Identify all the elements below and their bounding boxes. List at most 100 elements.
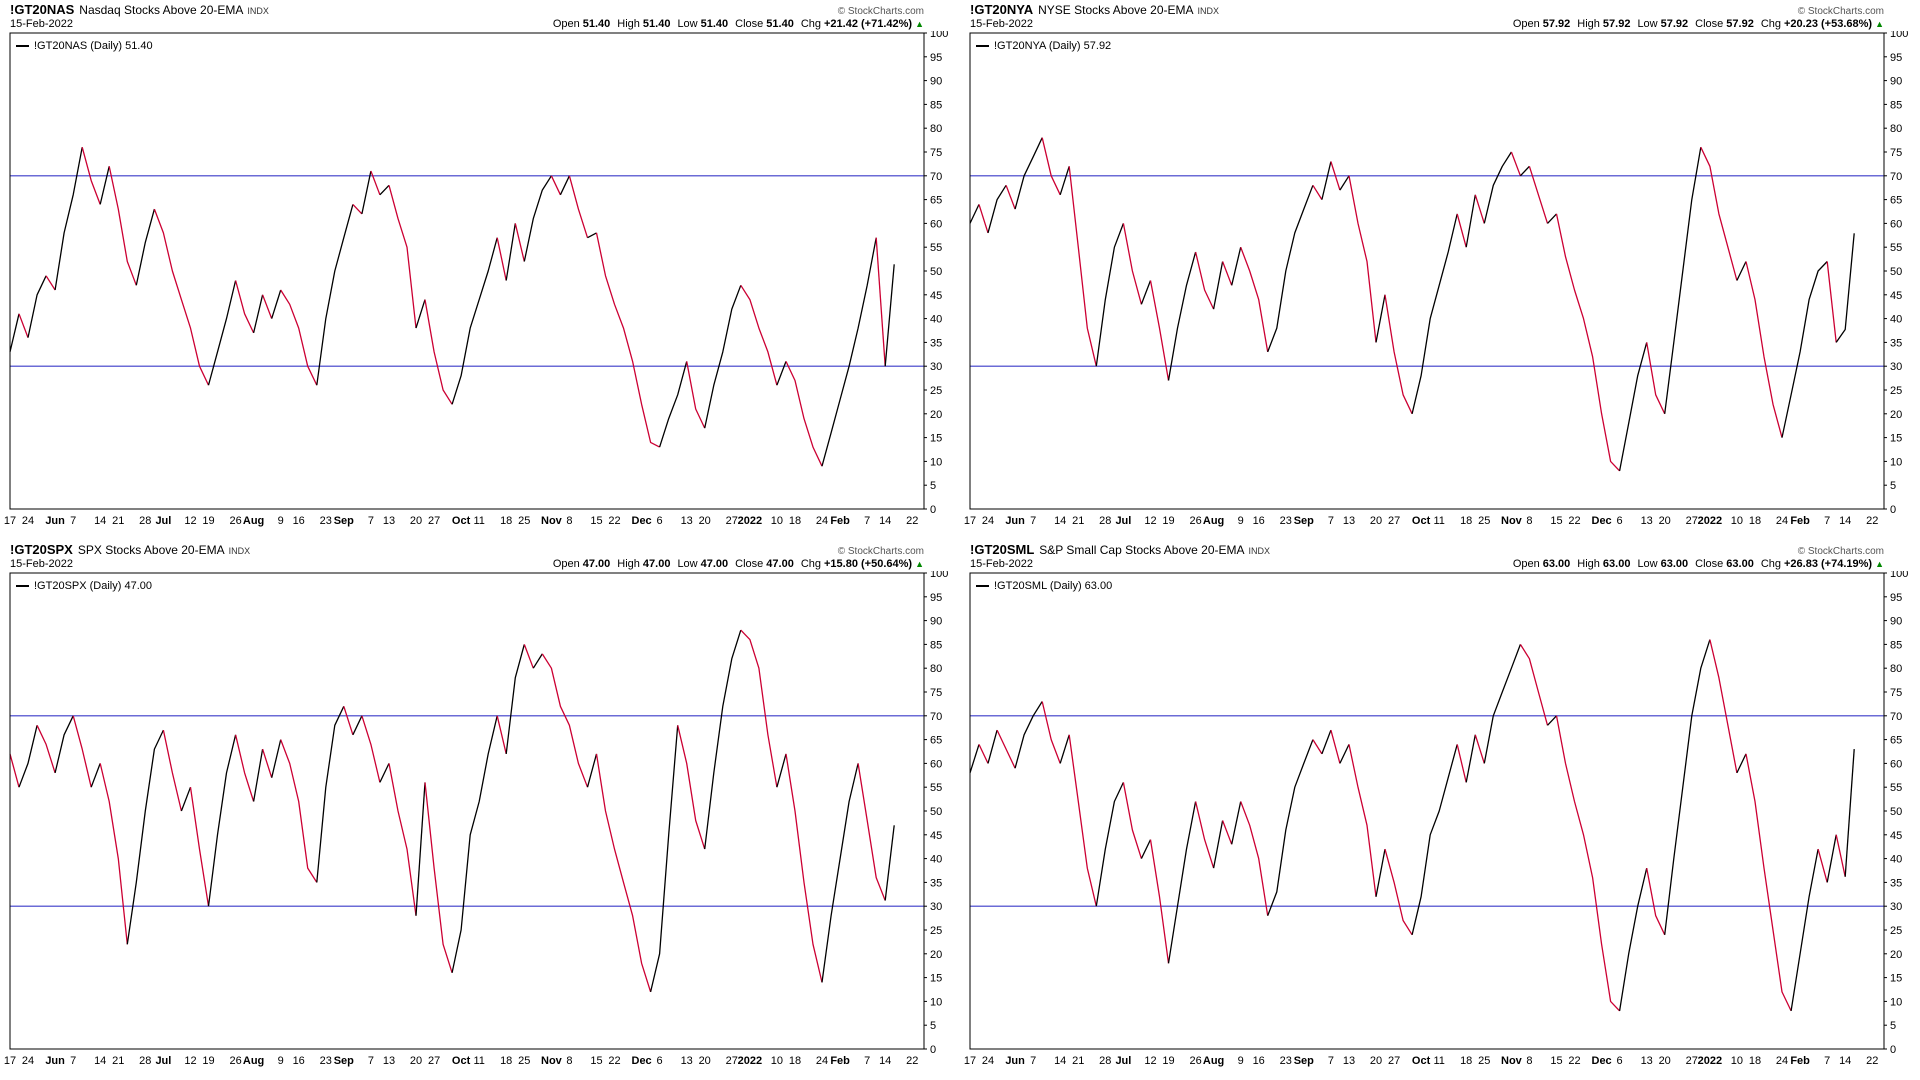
price-line-up-segment <box>1736 753 1747 774</box>
price-line-down-segment <box>1194 801 1215 869</box>
x-axis-label: 13 <box>1641 1055 1653 1067</box>
price-line-down-segment <box>1194 251 1215 310</box>
price-line-down-segment <box>1149 839 1170 964</box>
chart-header: !GT20SML S&P Small Cap Stocks Above 20-EM… <box>960 542 1920 557</box>
x-axis-label: 7 <box>368 1055 374 1067</box>
chg-value: +26.83 (+74.19%) <box>1784 558 1873 570</box>
price-line-down-segment <box>280 739 318 883</box>
price-line-down-segment <box>857 763 886 901</box>
plot-border <box>9 32 925 510</box>
y-axis-label: 0 <box>930 504 936 516</box>
plot-legend: !GT20NYA (Daily) 57.92 <box>976 40 1111 52</box>
price-line-up-segment <box>1014 137 1043 210</box>
price-line-down-segment <box>1240 246 1269 353</box>
x-axis-label: 22 <box>608 515 620 527</box>
price-line-up-segment <box>27 275 47 338</box>
x-axis-label: 16 <box>293 515 305 527</box>
x-axis-label: 2022 <box>738 1055 762 1067</box>
x-axis-label: 13 <box>383 1055 395 1067</box>
x-axis-label: 18 <box>1749 515 1761 527</box>
y-axis-label: 95 <box>1890 592 1902 604</box>
x-axis-label: 11 <box>1433 515 1444 527</box>
high-value: 57.92 <box>1602 18 1631 30</box>
price-line-up-segment <box>987 729 998 764</box>
y-axis-label: 15 <box>930 973 942 985</box>
price-line-up-segment <box>559 175 570 196</box>
x-axis-label: 17 <box>4 1055 16 1067</box>
ohlc-readout: Open 63.00 High 63.00 Low 63.00 Close 63.00 Chg +… <box>1506 557 1884 571</box>
x-axis-label: 12 <box>1144 515 1156 527</box>
x-axis-label: Aug <box>1203 1055 1224 1067</box>
x-axis-label: 13 <box>681 1055 693 1067</box>
y-axis-label: 95 <box>930 52 942 64</box>
up-arrow-icon: ▲ <box>1875 19 1884 29</box>
plot-area: 0 5 10 15 20 25 30 35 40 45 50 55 60 65 70 75 80 85 90 95 10… <box>0 31 960 540</box>
price-line-down-segment <box>261 294 273 319</box>
x-axis-label: 26 <box>229 515 241 527</box>
low-label: Low <box>677 558 698 570</box>
price-line-up-segment <box>776 361 787 386</box>
x-axis-label: Jul <box>155 1055 171 1067</box>
exchange-tag: INDX <box>228 546 251 556</box>
x-axis-label: 13 <box>383 515 395 527</box>
price-line-up-segment <box>1483 151 1512 224</box>
chart-title: SPX Stocks Above 20-EMA <box>77 543 225 557</box>
x-axis-label: 27 <box>428 1055 440 1067</box>
chart-date: 15-Feb-2022 <box>970 18 1033 30</box>
chart-subheader: 15-Feb-2022 Open 51.40 High 51.40 Low 51.40 Cl… <box>0 17 960 31</box>
x-axis-label: 18 <box>500 1055 512 1067</box>
price-line-up-segment <box>316 706 345 883</box>
x-axis-label: 27 <box>1388 515 1400 527</box>
x-axis-label: Oct <box>1412 515 1431 527</box>
y-axis-label: 5 <box>1890 1020 1896 1032</box>
x-axis-label: 28 <box>1099 1055 1111 1067</box>
x-axis-label: 25 <box>518 1055 530 1067</box>
price-line-down-segment <box>1330 729 1341 764</box>
x-axis-label: Feb <box>830 1055 850 1067</box>
x-axis-label: 24 <box>816 1055 828 1067</box>
x-axis-label: 17 <box>4 515 16 527</box>
plot-legend: !GT20NAS (Daily) 51.40 <box>16 40 153 52</box>
price-line-down-segment <box>1456 213 1467 248</box>
plot-area: 0 5 10 15 20 25 30 35 40 45 50 55 60 65 70 75 80 85 90 95 10… <box>960 31 1920 540</box>
price-line-up-segment <box>884 825 895 901</box>
x-axis-label: 2022 <box>1698 515 1722 527</box>
x-axis-label: 18 <box>1460 515 1472 527</box>
y-axis-label: 85 <box>930 99 942 111</box>
price-line-up-segment <box>1167 251 1197 381</box>
x-axis-label: 10 <box>1731 515 1743 527</box>
x-axis-label: 8 <box>1526 515 1532 527</box>
price-line-down-segment <box>1817 848 1828 883</box>
x-axis-label: Aug <box>243 515 264 527</box>
x-axis-label: 27 <box>726 515 738 527</box>
y-axis-label: 55 <box>930 242 942 254</box>
price-line-up-segment <box>821 237 877 467</box>
x-axis-label: Jun <box>45 515 65 527</box>
price-line-up-segment <box>415 299 426 329</box>
price-line-up-segment <box>135 208 156 286</box>
y-axis-label: 55 <box>1890 242 1902 254</box>
chg-label: Chg <box>1760 18 1781 30</box>
price-line-up-segment <box>361 170 372 215</box>
open-value: 57.92 <box>1542 18 1571 30</box>
y-axis-label: 15 <box>1890 433 1902 445</box>
high-label: High <box>1577 558 1600 570</box>
x-axis-label: 7 <box>368 515 374 527</box>
x-axis-label: 7 <box>70 515 76 527</box>
y-axis-label: 80 <box>1890 123 1902 135</box>
y-axis-label: 30 <box>930 901 942 913</box>
price-line-up-segment <box>704 629 742 850</box>
x-axis-label: 20 <box>410 515 422 527</box>
x-axis-label: Nov <box>1501 515 1523 527</box>
x-axis-label: 6 <box>657 1055 663 1067</box>
x-axis-label: 24 <box>22 1055 34 1067</box>
close-value: 47.00 <box>766 558 794 570</box>
x-axis-label: Feb <box>830 515 850 527</box>
price-line-up-segment <box>316 204 354 386</box>
y-axis-label: 30 <box>930 361 942 373</box>
y-axis-label: 15 <box>930 433 942 445</box>
price-line-down-segment <box>370 170 381 196</box>
stockcharts-watermark: © StockCharts.com <box>837 6 924 17</box>
y-axis-label: 5 <box>930 480 936 492</box>
y-axis-label: 0 <box>1890 1044 1896 1056</box>
